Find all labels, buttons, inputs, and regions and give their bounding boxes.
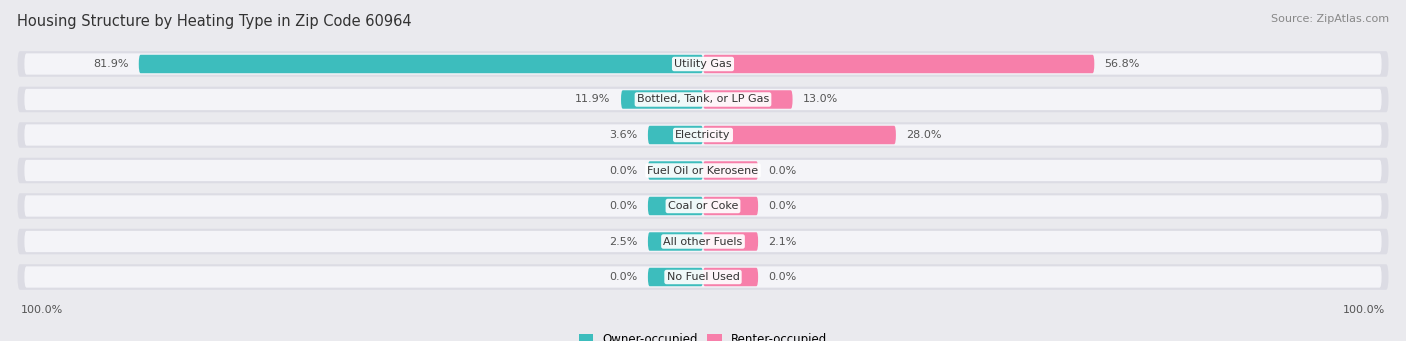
Text: Fuel Oil or Kerosene: Fuel Oil or Kerosene [647,165,759,176]
FancyBboxPatch shape [17,193,1389,219]
FancyBboxPatch shape [703,161,758,180]
FancyBboxPatch shape [703,268,758,286]
FancyBboxPatch shape [17,158,1389,183]
FancyBboxPatch shape [648,197,703,215]
Text: 28.0%: 28.0% [907,130,942,140]
FancyBboxPatch shape [24,160,1382,181]
FancyBboxPatch shape [24,89,1382,110]
Text: 100.0%: 100.0% [1343,305,1385,315]
Text: 3.6%: 3.6% [609,130,637,140]
Text: 2.1%: 2.1% [769,237,797,247]
FancyBboxPatch shape [703,55,1094,73]
FancyBboxPatch shape [648,232,703,251]
Text: 11.9%: 11.9% [575,94,610,104]
Text: 81.9%: 81.9% [93,59,128,69]
Text: 100.0%: 100.0% [21,305,63,315]
Text: 0.0%: 0.0% [769,165,797,176]
Text: 0.0%: 0.0% [609,165,637,176]
Text: Coal or Coke: Coal or Coke [668,201,738,211]
Text: All other Fuels: All other Fuels [664,237,742,247]
Text: Bottled, Tank, or LP Gas: Bottled, Tank, or LP Gas [637,94,769,104]
Text: Source: ZipAtlas.com: Source: ZipAtlas.com [1271,14,1389,24]
Text: Utility Gas: Utility Gas [675,59,731,69]
Text: 2.5%: 2.5% [609,237,637,247]
FancyBboxPatch shape [648,126,703,144]
FancyBboxPatch shape [17,264,1389,290]
FancyBboxPatch shape [703,197,758,215]
FancyBboxPatch shape [24,124,1382,146]
FancyBboxPatch shape [648,161,703,180]
Text: 0.0%: 0.0% [769,272,797,282]
FancyBboxPatch shape [24,266,1382,288]
FancyBboxPatch shape [703,126,896,144]
FancyBboxPatch shape [621,90,703,109]
FancyBboxPatch shape [24,231,1382,252]
Text: 0.0%: 0.0% [609,272,637,282]
FancyBboxPatch shape [17,51,1389,77]
Text: 0.0%: 0.0% [769,201,797,211]
FancyBboxPatch shape [139,55,703,73]
Text: 56.8%: 56.8% [1105,59,1140,69]
FancyBboxPatch shape [17,229,1389,254]
FancyBboxPatch shape [703,90,793,109]
Text: Electricity: Electricity [675,130,731,140]
Legend: Owner-occupied, Renter-occupied: Owner-occupied, Renter-occupied [574,329,832,341]
Text: 13.0%: 13.0% [803,94,838,104]
Text: Housing Structure by Heating Type in Zip Code 60964: Housing Structure by Heating Type in Zip… [17,14,412,29]
FancyBboxPatch shape [24,53,1382,75]
Text: 0.0%: 0.0% [609,201,637,211]
FancyBboxPatch shape [24,195,1382,217]
FancyBboxPatch shape [703,232,758,251]
FancyBboxPatch shape [17,87,1389,112]
FancyBboxPatch shape [648,268,703,286]
Text: No Fuel Used: No Fuel Used [666,272,740,282]
FancyBboxPatch shape [17,122,1389,148]
